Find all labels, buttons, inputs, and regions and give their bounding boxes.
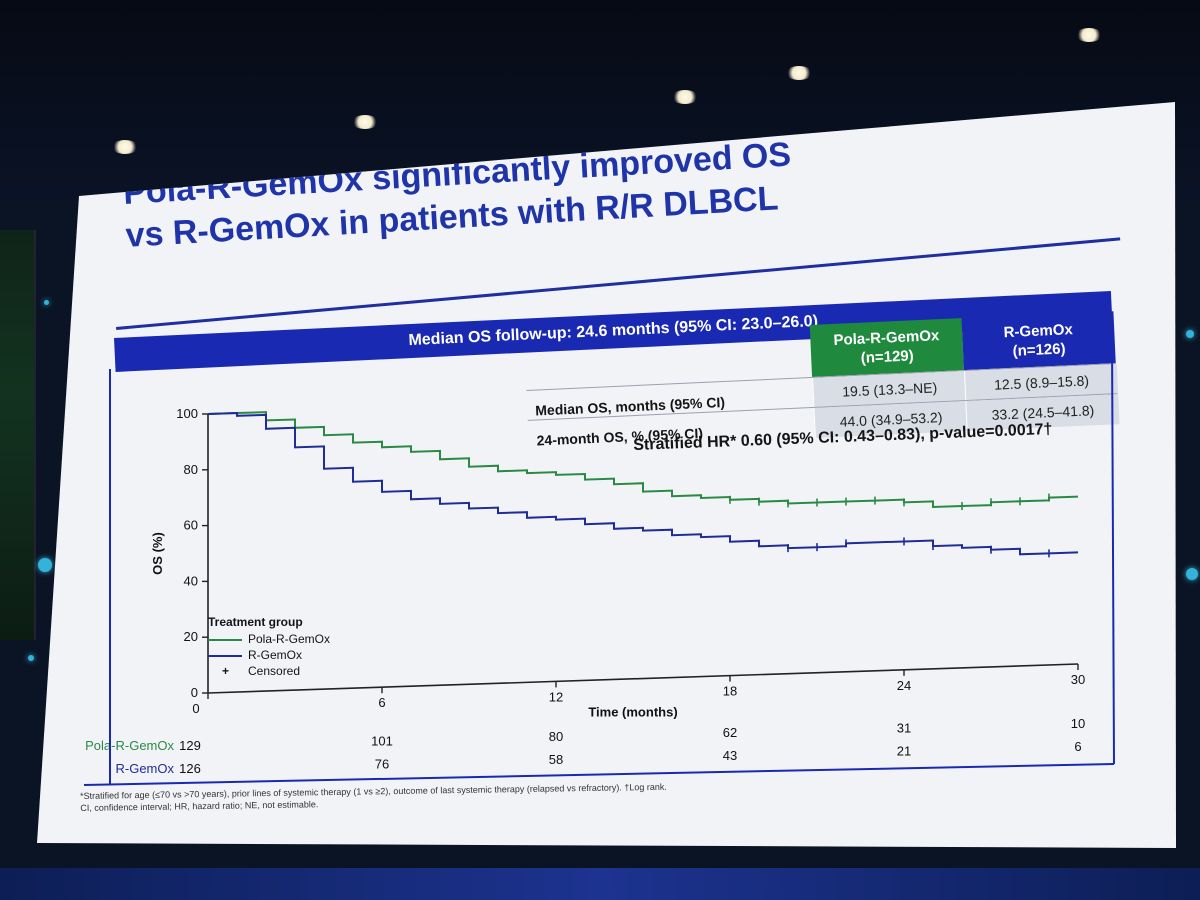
legend-swatch-pola: [208, 639, 242, 641]
risk-table-rule: [83, 763, 1115, 786]
y-axis-title: OS (%): [150, 532, 165, 575]
risk-count: 80: [549, 729, 563, 744]
stage-light: [786, 66, 812, 80]
censor-mark-icon: +: [222, 664, 230, 678]
risk-count: 10: [1071, 716, 1085, 731]
legend-item-pola: Pola-R-GemOx: [208, 631, 330, 647]
stage-light: [112, 140, 138, 154]
legend-label: Censored: [248, 664, 301, 678]
legend-title: Treatment group: [208, 615, 303, 629]
chart-legend: Treatment group Pola-R-GemOx R-GemOx + C…: [208, 615, 330, 679]
chart-right-border: [1111, 336, 1115, 765]
risk-label: Pola-R-GemOx: [85, 738, 174, 753]
legend-item-censored: + Censored: [208, 663, 330, 679]
y-tick-label: 0: [191, 685, 198, 700]
legend-item-rgemox: R-GemOx: [208, 647, 330, 663]
backdrop-dot: [1186, 568, 1198, 580]
x-tick-label: 24: [897, 678, 911, 693]
curve-r-gemox: [207, 411, 1079, 556]
stage-light: [1076, 28, 1102, 42]
y-tick-label: 80: [184, 462, 198, 477]
legend-label: Pola-R-GemOx: [248, 632, 331, 646]
risk-count: 129: [179, 738, 201, 753]
x-tick-label: 12: [549, 689, 563, 704]
backdrop-dot: [38, 558, 52, 572]
y-tick-label: 60: [184, 518, 198, 533]
stage-light: [352, 115, 378, 129]
stage-light: [672, 90, 698, 104]
risk-count: 43: [723, 748, 737, 763]
risk-count: 76: [375, 757, 389, 772]
backdrop-dot: [28, 655, 34, 661]
legend-label: R-GemOx: [248, 648, 302, 662]
risk-count: 62: [723, 725, 737, 740]
curve-pola-r-gemox: [207, 411, 1079, 509]
stage-floor: [0, 868, 1200, 900]
x-tick-label: 30: [1071, 672, 1085, 687]
side-screen: [0, 230, 36, 640]
risk-count: 31: [897, 720, 911, 735]
x-tick-label: 18: [723, 684, 737, 699]
x-axis-line: [207, 663, 1079, 694]
x-tick-label: 6: [378, 695, 385, 710]
y-tick-label: 20: [184, 629, 198, 644]
risk-count: 21: [897, 743, 911, 758]
risk-count: 58: [549, 752, 563, 767]
risk-label: R-GemOx: [116, 761, 175, 776]
risk-count: 6: [1074, 739, 1081, 754]
y-tick-label: 40: [184, 573, 198, 588]
backdrop-dot: [1186, 330, 1194, 338]
x-tick-label: 0: [192, 701, 199, 716]
legend-swatch-rgemox: [208, 655, 242, 657]
risk-count: 101: [371, 734, 393, 749]
risk-count: 126: [179, 761, 201, 776]
backdrop-dot: [44, 300, 49, 305]
y-tick-label: 100: [176, 406, 198, 421]
x-axis-title: Time (months): [588, 705, 677, 720]
